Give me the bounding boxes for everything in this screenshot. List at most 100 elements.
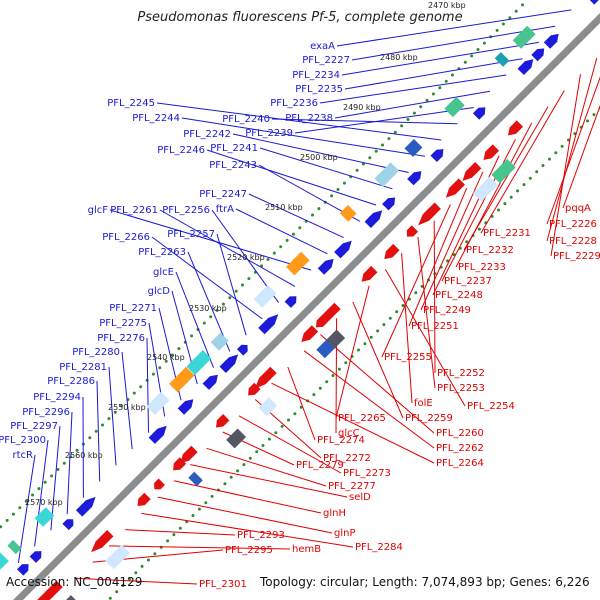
gc-dot xyxy=(94,429,98,433)
reverse-gene-label: PFL_2254 xyxy=(467,401,515,412)
gc-dot xyxy=(374,149,378,153)
reverse-leader-line xyxy=(401,253,413,404)
gc-dot xyxy=(476,48,480,51)
gc-dot xyxy=(140,564,144,568)
reverse-gene-label: PFL_2249 xyxy=(423,305,471,316)
forward-gene-arrow xyxy=(407,171,422,186)
gc-dot xyxy=(229,475,233,479)
forward-gene-arrow xyxy=(177,399,194,415)
forward-gene-label: PFL_2227 xyxy=(302,55,350,66)
forward-gene-label: PFL_2261 xyxy=(110,205,158,216)
kbp-scale: 2470 kbp 2480 kbp 2490 kbp 2500 kbp 2510 kbp… xyxy=(25,1,466,507)
reverse-gene-label: PFL_2253 xyxy=(437,383,485,394)
gc-dot xyxy=(204,501,208,505)
reverse-leader-line xyxy=(141,512,354,548)
reverse-leader-line xyxy=(417,236,436,389)
reverse-leader-line xyxy=(190,464,348,498)
gc-dot xyxy=(318,386,322,390)
kbp-tick-label: 2530 kbp xyxy=(189,304,227,313)
gc-dot xyxy=(37,487,41,491)
gc-dot xyxy=(451,73,454,77)
gc-dot xyxy=(0,525,3,529)
kbp-tick-label: 2520 kbp xyxy=(227,253,265,262)
reverse-gene-label: hemB xyxy=(292,544,321,555)
gc-dot xyxy=(438,86,442,90)
reverse-leader-line xyxy=(108,545,291,550)
reverse-leader-line xyxy=(303,350,435,449)
reverse-gene-label: PFL_2255 xyxy=(384,352,432,363)
reverse-gene-arrow xyxy=(316,315,329,328)
forward-gene-arrow xyxy=(62,519,74,531)
gc-dot xyxy=(369,335,373,339)
reverse-leader-line xyxy=(420,171,484,311)
gc-dot xyxy=(43,480,47,484)
forward-gene-label: PFL_2294 xyxy=(33,392,81,403)
gene-labels: exaAPFL_2227PFL_2234PFL_2235PFL_2236PFL_… xyxy=(0,41,600,590)
reverse-gene-arrow xyxy=(462,162,482,181)
forward-gene-label: PFL_2300 xyxy=(0,435,46,446)
reverse-gene-label: PFL_2272 xyxy=(323,453,371,464)
reverse-leader-line xyxy=(384,269,466,407)
gc-dot xyxy=(24,499,28,503)
gc-dot xyxy=(516,189,520,193)
reverse-leader-line xyxy=(238,415,342,474)
gc-dot xyxy=(311,213,314,217)
reverse-gene-label: PFL_2260 xyxy=(436,428,484,439)
forward-gene-label: PFL_2239 xyxy=(245,128,293,139)
feature-block xyxy=(0,552,9,570)
forward-leader-line xyxy=(17,454,36,563)
reverse-leader-line xyxy=(455,122,533,268)
gc-dot xyxy=(412,111,416,115)
forward-leader-line xyxy=(248,193,344,239)
forward-gene-label: PFL_2296 xyxy=(22,407,70,418)
forward-gene-label: PFL_2297 xyxy=(10,421,58,432)
feature-block xyxy=(374,162,400,187)
forward-gene-label: PFL_2276 xyxy=(97,333,145,344)
feature-block xyxy=(491,158,516,184)
feature-block xyxy=(253,284,277,308)
reverse-gene-arrow xyxy=(418,202,441,226)
forward-gene-label: PFL_2263 xyxy=(138,247,186,258)
forward-leader-line xyxy=(175,271,214,368)
gc-dot xyxy=(495,28,499,32)
label-leader-lines xyxy=(17,9,600,585)
gc-dot xyxy=(151,372,155,376)
forward-gene-arrow xyxy=(29,551,42,563)
reverse-gene-label: PFL_2264 xyxy=(436,458,484,469)
gc-dot xyxy=(255,450,259,454)
reverse-gene-label: PFL_2301 xyxy=(199,579,247,590)
reverse-gene-arrow xyxy=(248,382,261,396)
gc-dot xyxy=(376,329,380,333)
reverse-gene-label: PFL_2231 xyxy=(483,228,531,239)
forward-gene-arrow xyxy=(382,197,396,211)
gc-dot xyxy=(62,461,66,465)
forward-leader-line xyxy=(235,208,328,255)
gc-dot xyxy=(177,347,181,351)
forward-gene-arrow xyxy=(334,240,352,259)
reverse-gene-arrow xyxy=(91,530,114,553)
forward-gene-arrow xyxy=(589,0,599,5)
feature-block xyxy=(404,139,423,157)
forward-leader-line xyxy=(108,366,117,466)
forward-leader-line xyxy=(146,337,149,433)
gc-dot xyxy=(401,304,405,307)
forward-leader-line xyxy=(341,41,539,76)
forward-gene-label: PFL_2280 xyxy=(72,347,120,358)
forward-gene-label: PFL_2246 xyxy=(157,145,205,156)
gc-dot xyxy=(388,316,392,320)
forward-gene-label: PFL_2271 xyxy=(109,303,157,314)
gc-dot xyxy=(280,424,284,428)
gc-dot xyxy=(431,92,435,96)
gc-dot xyxy=(191,514,195,517)
gc-dot xyxy=(127,577,131,581)
gc-dot xyxy=(115,590,119,594)
feature-block xyxy=(146,391,170,415)
forward-leader-line xyxy=(66,411,73,515)
reverse-leader-line xyxy=(157,496,333,534)
gc-dot xyxy=(528,176,532,180)
forward-gene-arrow xyxy=(364,210,383,228)
kbp-tick-label: 2500 kbp xyxy=(300,153,338,162)
